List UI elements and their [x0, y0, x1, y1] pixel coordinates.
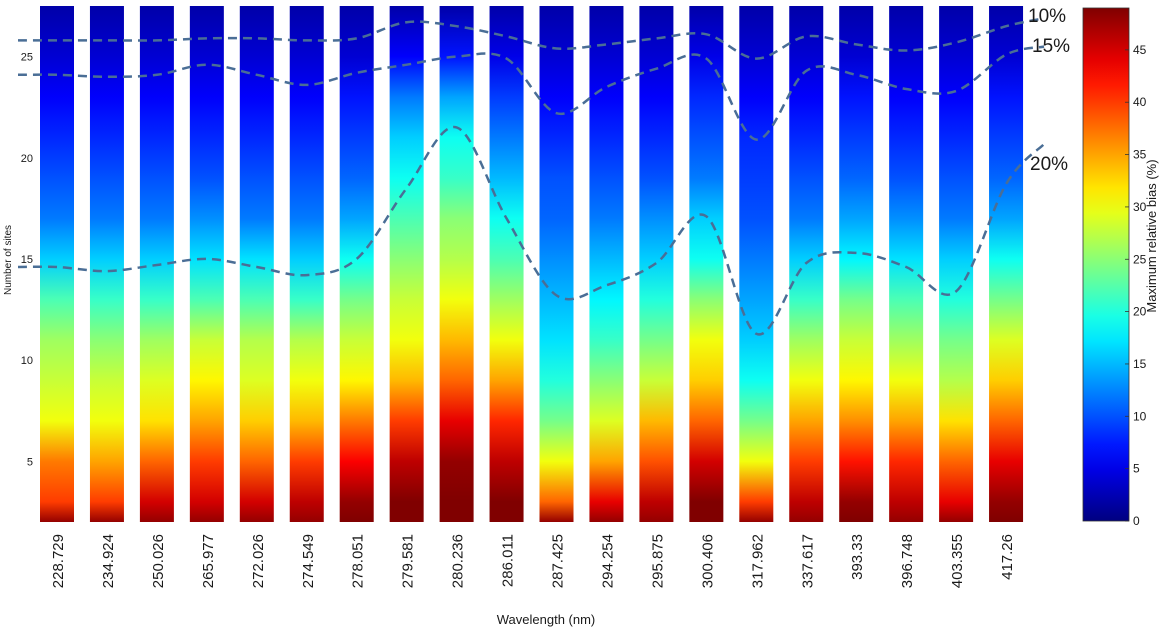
colorbar-title: Maximum relative bias (%)	[1144, 159, 1159, 312]
x-tick-label: 280.236	[450, 534, 467, 588]
x-tick-label: 294.254	[600, 534, 617, 588]
x-tick-label: 287.425	[550, 534, 567, 588]
y-axis-title: Number of sites	[3, 225, 14, 295]
x-tick-label: 228.729	[50, 534, 67, 588]
x-tick-label: 272.026	[250, 534, 267, 588]
contour-label: 20%	[1030, 154, 1068, 175]
x-tick-label: 279.581	[400, 534, 417, 588]
x-tick-label: 337.617	[799, 534, 816, 588]
colorbar-tick-label: 30	[1133, 200, 1147, 214]
colorbar-tick-label: 45	[1133, 43, 1147, 57]
x-tick-label: 250.026	[150, 534, 167, 588]
heatmap-column	[339, 6, 374, 522]
x-tick-label: 265.977	[200, 534, 217, 588]
colorbar-tick-label: 5	[1133, 462, 1140, 476]
x-axis: 228.729 234.924 250.026 265.977 272.026 274.5…	[50, 534, 1016, 588]
x-tick-label: 295.875	[649, 534, 666, 588]
colorbar-tick-label: 35	[1133, 148, 1147, 162]
x-axis-title: Wavelength (nm)	[497, 612, 596, 627]
x-tick-label: 403.355	[949, 534, 966, 588]
heatmap-column	[589, 6, 624, 522]
heatmap-column	[839, 6, 874, 522]
x-tick-label: 396.748	[899, 534, 916, 588]
x-tick-label: 300.406	[699, 534, 716, 588]
heatmap-column	[689, 6, 724, 522]
y-tick-label: 5	[27, 456, 33, 468]
contour-line	[18, 16, 1045, 60]
heatmap-column	[189, 6, 224, 522]
x-tick-label: 278.051	[350, 534, 367, 588]
y-axis: 5 10 15 20 25	[21, 52, 33, 469]
heatmap-column	[989, 6, 1024, 522]
colorbar-tick-label: 40	[1133, 95, 1147, 109]
heatmap-column	[40, 6, 74, 522]
y-tick-label: 15	[21, 254, 33, 266]
colorbar-tick-label: 0	[1133, 514, 1140, 528]
y-tick-label: 25	[21, 52, 33, 64]
colorbar: 0 5 10 15 20 25 30 35 40 45	[1082, 7, 1147, 528]
heatmap-column	[289, 6, 324, 522]
contour-line	[17, 45, 1045, 141]
y-tick-label: 10	[21, 355, 33, 367]
y-tick-label: 20	[21, 153, 33, 165]
heatmap-column	[539, 6, 574, 522]
colorbar-scale	[1082, 7, 1130, 522]
contour-label: 10%	[1028, 6, 1066, 27]
x-tick-label: 317.962	[749, 534, 766, 588]
colorbar-tick-label: 15	[1133, 357, 1147, 371]
heatmap-column	[739, 6, 774, 522]
contour-label: 15%	[1032, 36, 1070, 57]
colorbar-tick-label: 25	[1133, 252, 1147, 266]
heatmap-columns	[40, 6, 1024, 522]
heatmap-column	[489, 6, 524, 522]
colorbar-tick-label: 10	[1133, 409, 1147, 423]
contour-line	[17, 126, 1045, 336]
heatmap-column	[89, 6, 124, 522]
heatmap-column	[889, 6, 924, 522]
colorbar-tick-label: 20	[1133, 305, 1147, 319]
contour-lines: 10% 15% 20%	[17, 6, 1070, 336]
heatmap-column	[389, 6, 424, 522]
x-tick-label: 393.33	[849, 534, 866, 580]
x-tick-label: 234.924	[100, 534, 117, 588]
heatmap-column	[439, 6, 474, 522]
x-tick-label: 417.26	[999, 534, 1016, 580]
x-tick-label: 286.011	[500, 534, 517, 587]
x-tick-label: 274.549	[300, 534, 317, 588]
